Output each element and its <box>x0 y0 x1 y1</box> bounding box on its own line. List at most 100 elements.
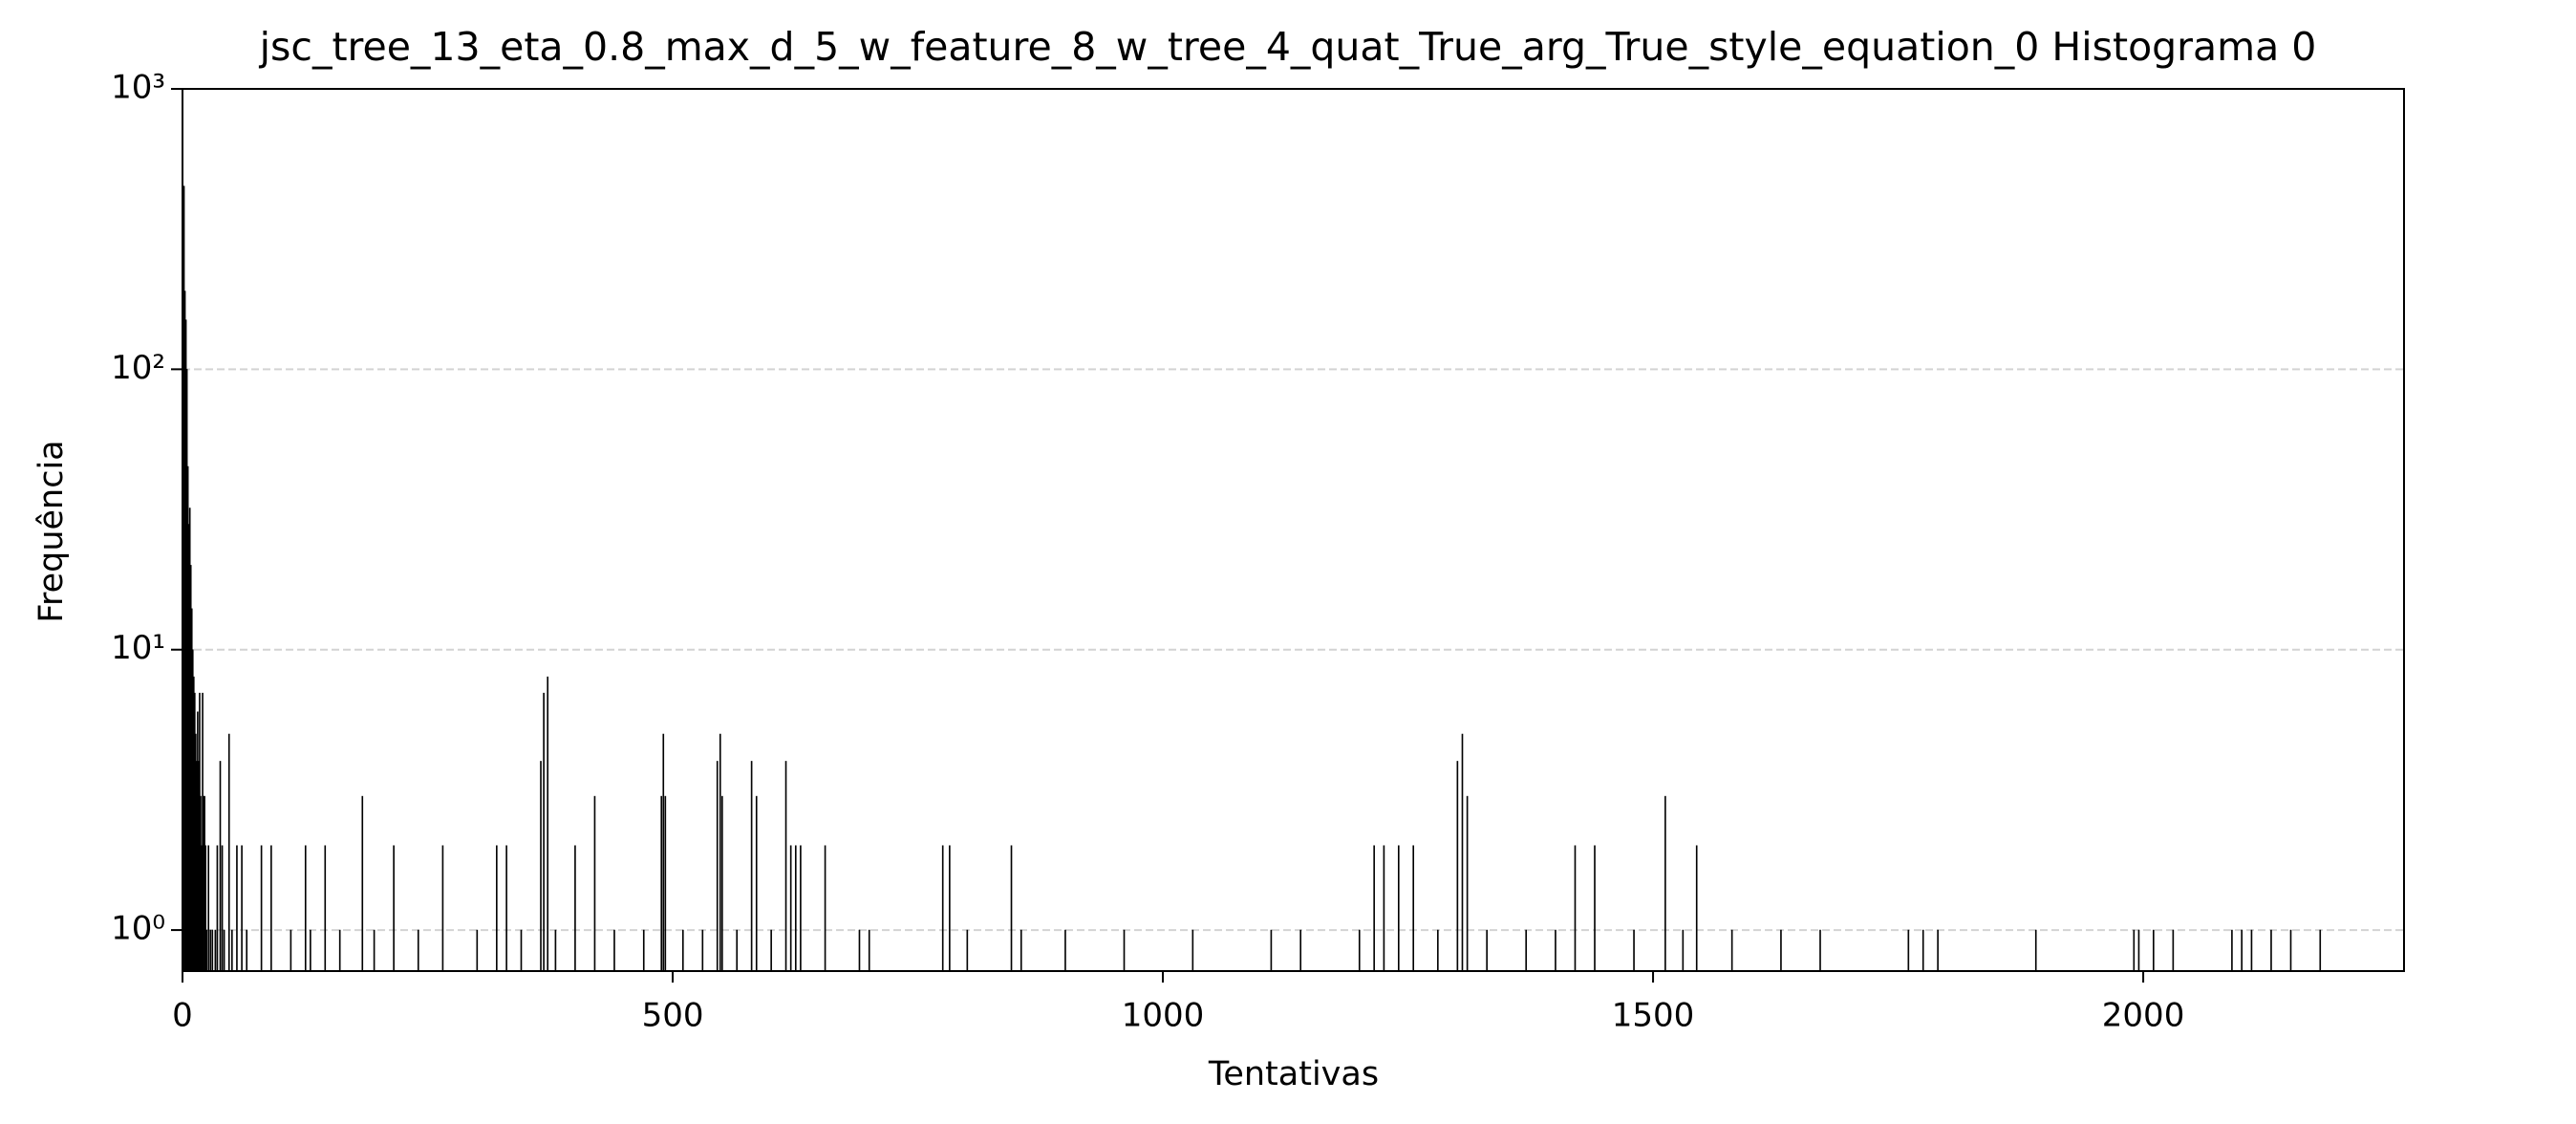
bar <box>543 692 545 972</box>
y-tick-label: 10³ <box>111 69 165 107</box>
bar <box>1921 929 1924 972</box>
y-tick-label: 10⁰ <box>111 910 165 948</box>
bar <box>784 761 787 972</box>
bar <box>227 733 230 972</box>
plot-frame <box>182 88 2405 972</box>
bar <box>520 929 523 972</box>
bar <box>1461 733 1464 972</box>
x-tick-label: 1500 <box>1612 997 1695 1035</box>
bar <box>554 929 557 972</box>
bar <box>260 845 263 972</box>
bar <box>1574 845 1577 972</box>
bar <box>1383 845 1385 972</box>
bar <box>223 929 225 972</box>
x-tick-label: 1000 <box>1122 997 1205 1035</box>
bar <box>721 795 723 972</box>
bar <box>2133 929 2136 972</box>
bar <box>2250 929 2253 972</box>
bar <box>2137 929 2140 972</box>
bar <box>1191 929 1194 972</box>
bar <box>941 845 944 972</box>
x-tick-label: 2000 <box>2102 997 2185 1035</box>
bar <box>1486 929 1488 972</box>
bar <box>2153 929 2155 972</box>
x-axis-label: Tentativas <box>1208 1055 1379 1093</box>
y-axis-label: Frequência <box>32 440 71 622</box>
bar <box>1664 795 1666 972</box>
x-tick-label: 0 <box>172 997 193 1035</box>
bar <box>236 845 238 972</box>
bar <box>216 845 219 972</box>
bar <box>2034 929 2037 972</box>
x-tick-label: 500 <box>642 997 704 1035</box>
bar <box>662 733 665 972</box>
bar <box>1010 845 1013 972</box>
bar <box>211 929 214 972</box>
bar <box>794 845 797 972</box>
bar <box>1937 929 1939 972</box>
bar <box>858 929 861 972</box>
bar <box>209 929 212 972</box>
bar <box>750 761 753 972</box>
bar <box>1456 761 1459 972</box>
bar <box>417 929 419 972</box>
bar <box>1907 929 1910 972</box>
bar <box>540 761 542 972</box>
bar <box>1437 929 1439 972</box>
bar <box>2172 929 2175 972</box>
y-tick-label: 10¹ <box>111 629 165 667</box>
bar <box>1633 929 1635 972</box>
bar <box>1819 929 1821 972</box>
bar <box>2319 929 2322 972</box>
bar <box>1270 929 1273 972</box>
bar <box>373 929 376 972</box>
bar <box>1780 929 1782 972</box>
bar <box>547 676 549 972</box>
bar <box>393 845 395 972</box>
bar <box>2270 929 2272 972</box>
bar <box>1373 845 1375 972</box>
bar <box>1695 845 1698 972</box>
bar <box>716 761 719 972</box>
bar <box>642 929 645 972</box>
bar <box>660 795 663 972</box>
bar <box>304 845 307 972</box>
bar <box>231 929 233 972</box>
bar <box>664 795 667 972</box>
bar <box>1299 929 1302 972</box>
bar <box>1064 929 1066 972</box>
bar <box>207 845 210 972</box>
bar <box>241 845 243 972</box>
bar <box>593 795 596 972</box>
bar <box>1466 795 1469 972</box>
bar <box>1555 929 1556 972</box>
bar <box>2289 929 2292 972</box>
bar <box>1525 929 1527 972</box>
bar <box>310 929 311 972</box>
bar <box>1682 929 1685 972</box>
bar <box>1020 929 1022 972</box>
bar <box>270 845 272 972</box>
bar <box>205 929 207 972</box>
bar <box>736 929 739 972</box>
bar <box>2241 929 2243 972</box>
bar <box>338 929 341 972</box>
bar <box>681 929 684 972</box>
bar <box>1594 845 1596 972</box>
bar <box>1123 929 1126 972</box>
bar <box>290 929 292 972</box>
bar <box>949 845 951 972</box>
bar <box>966 929 969 972</box>
bar <box>613 929 615 972</box>
bar <box>221 845 224 972</box>
bar <box>441 845 444 972</box>
bar <box>755 795 758 972</box>
y-tick-label: 10² <box>111 349 165 387</box>
bar <box>1412 845 1415 972</box>
bar <box>789 845 792 972</box>
bar <box>324 845 327 972</box>
bar <box>770 929 772 972</box>
